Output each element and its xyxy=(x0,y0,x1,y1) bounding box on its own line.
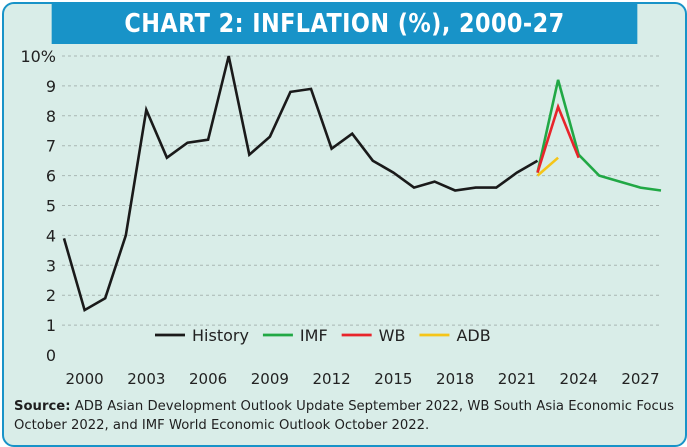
x-tick-label: 2000 xyxy=(65,370,103,388)
legend-label-imf: IMF xyxy=(300,326,328,345)
series-line-imf xyxy=(536,79,662,192)
x-tick-label: 2012 xyxy=(313,370,351,388)
x-tick-label: 2024 xyxy=(560,370,598,388)
y-tick-label: 3 xyxy=(46,256,56,275)
x-tick-label: 2009 xyxy=(251,370,289,388)
source-label: Source: xyxy=(14,399,71,414)
x-tick-label: 2027 xyxy=(621,370,659,388)
y-tick-label: 0 xyxy=(46,346,56,365)
x-tick-label: 2018 xyxy=(436,370,474,388)
chart-title: CHART 2: INFLATION (%), 2000-27 xyxy=(51,4,638,44)
source-text: ADB Asian Development Outlook Update Sep… xyxy=(14,399,674,433)
legend-label-wb: WB xyxy=(379,326,406,345)
y-tick-label: 8 xyxy=(46,107,56,126)
y-tick-label: 5 xyxy=(46,197,56,216)
y-tick-label: 1 xyxy=(46,316,56,335)
x-tick-label: 2003 xyxy=(127,370,165,388)
x-tick-label: 2021 xyxy=(498,370,536,388)
series-line-history xyxy=(62,55,539,313)
legend-label-adb: ADB xyxy=(456,326,490,345)
source-note: Source: ADB Asian Development Outlook Up… xyxy=(14,397,674,435)
legend-label-history: History xyxy=(192,326,249,345)
x-tick-label: 2015 xyxy=(374,370,412,388)
y-tick-label: 4 xyxy=(46,226,56,245)
series-line-adb xyxy=(536,156,559,177)
y-tick-label: 9 xyxy=(46,77,56,96)
y-tick-label: 10% xyxy=(20,47,56,66)
y-tick-label: 2 xyxy=(46,286,56,305)
x-tick-label: 2006 xyxy=(189,370,227,388)
y-tick-label: 7 xyxy=(46,137,56,156)
y-tick-label: 6 xyxy=(46,167,56,186)
series-line-wb xyxy=(536,102,580,173)
